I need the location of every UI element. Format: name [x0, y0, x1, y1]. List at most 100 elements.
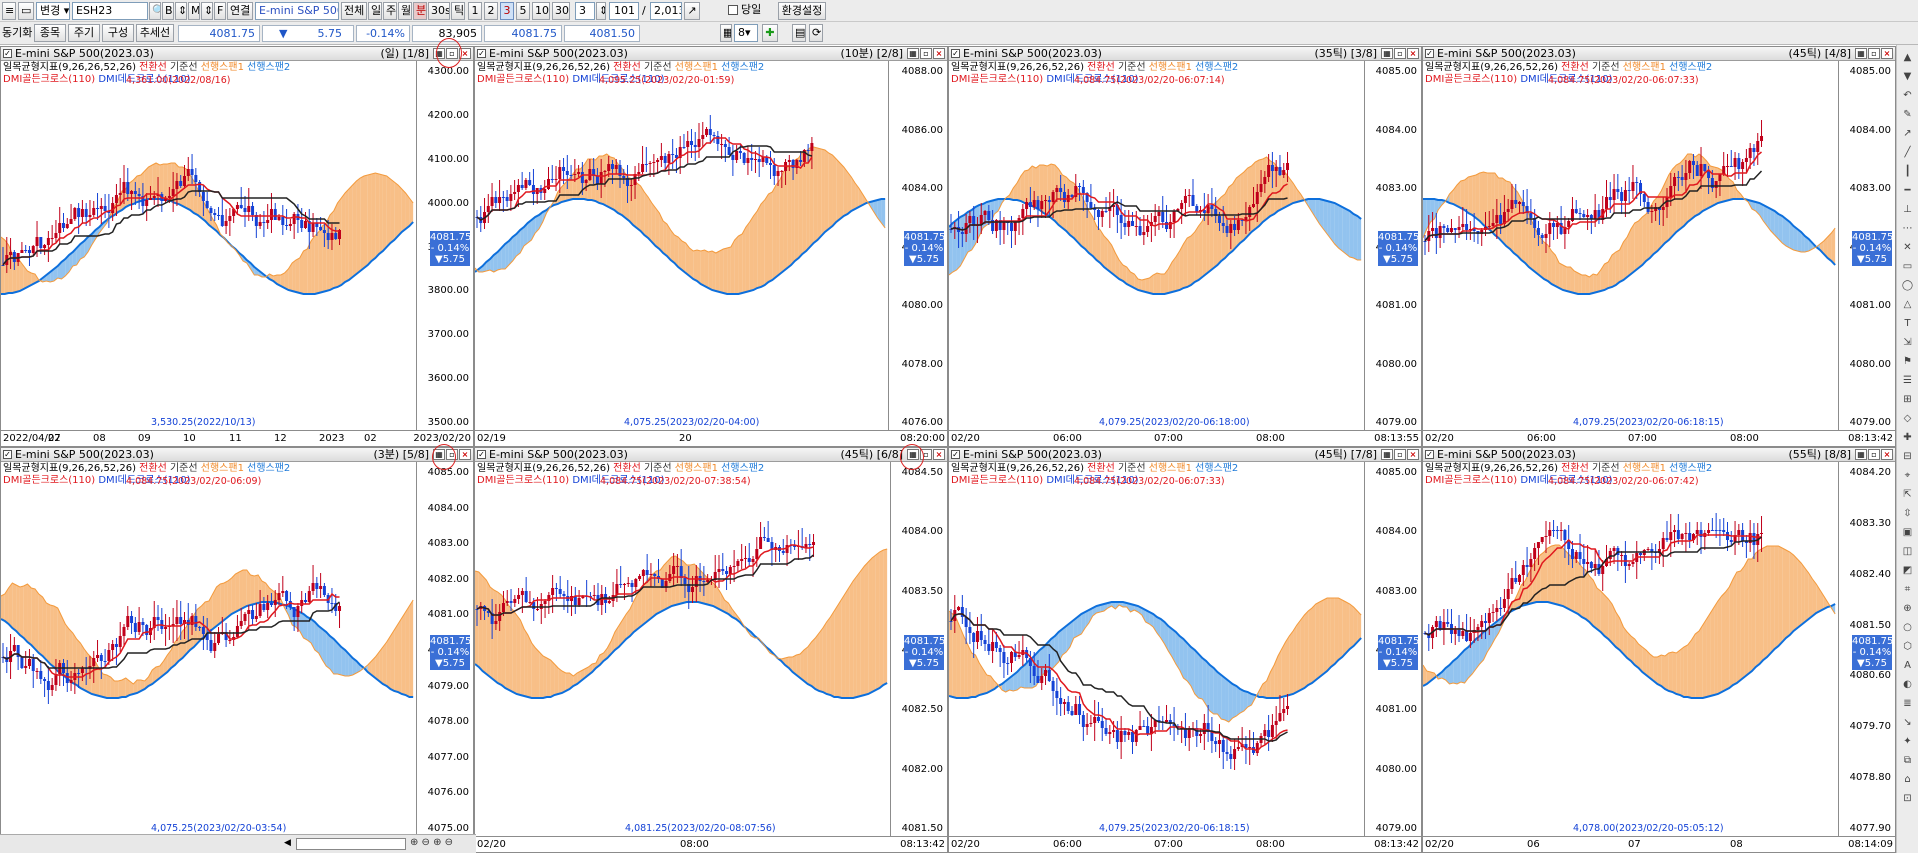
- tab-item[interactable]: 종목: [34, 24, 66, 42]
- panel-maximize-icon[interactable]: ▦: [1855, 449, 1867, 460]
- panel-checkbox[interactable]: ✓: [477, 49, 486, 58]
- chart-panel-2[interactable]: ✓ E-mini S&P 500(2023.03) (10분) [2/8] ▦ …: [474, 46, 948, 447]
- panel-title-bar[interactable]: ✓ E-mini S&P 500(2023.03) (45틱) [7/8] ▦ …: [949, 448, 1421, 462]
- today-checkbox[interactable]: 당일: [728, 2, 761, 18]
- draw-tool-icon[interactable]: ⇱: [1903, 489, 1912, 500]
- connect-button[interactable]: 연결: [227, 2, 253, 20]
- panel-close-icon[interactable]: ×: [1407, 48, 1419, 59]
- chart-panel-1[interactable]: ✓ E-mini S&P 500(2023.03) (일) [1/8] ▦ ▫ …: [0, 46, 474, 447]
- n10-button[interactable]: 10: [532, 2, 550, 20]
- draw-tool-icon[interactable]: △: [1903, 299, 1912, 310]
- graph-icon[interactable]: ↗: [684, 2, 700, 20]
- draw-tool-icon[interactable]: ⊡: [1903, 793, 1912, 804]
- tab-trendline[interactable]: 추세선: [136, 24, 174, 42]
- panel-restore-icon[interactable]: ▫: [1394, 449, 1406, 460]
- panel-maximize-icon[interactable]: ▦: [1381, 48, 1393, 59]
- bold-b-button[interactable]: B: [162, 2, 174, 20]
- draw-tool-icon[interactable]: ⇲: [1903, 337, 1912, 348]
- panel-title-bar[interactable]: ✓ E-mini S&P 500(2023.03) (3분) [5/8] ▦ ▫…: [1, 448, 473, 462]
- draw-tool-icon[interactable]: ◫: [1902, 546, 1913, 557]
- interval-spin-icon[interactable]: ⇕: [596, 2, 606, 20]
- panel-maximize-icon[interactable]: ▦: [1855, 48, 1867, 59]
- period-all-button[interactable]: 전체: [341, 2, 367, 20]
- panel-close-icon[interactable]: ×: [1881, 48, 1893, 59]
- tab-composition[interactable]: 구성: [102, 24, 134, 42]
- period-tick-button[interactable]: 틱: [451, 2, 465, 20]
- n30-button[interactable]: 30: [552, 2, 570, 20]
- menu-icon[interactable]: ≡: [2, 2, 16, 20]
- draw-tool-icon[interactable]: ⬡: [1903, 641, 1912, 652]
- change-combo[interactable]: 변경 ▾: [36, 2, 70, 20]
- panel-maximize-icon[interactable]: ▦: [907, 48, 919, 59]
- draw-tool-icon[interactable]: ○: [1903, 622, 1912, 633]
- draw-tool-icon[interactable]: ⌗: [1904, 584, 1911, 595]
- chart-plot-area[interactable]: [475, 462, 891, 836]
- draw-tool-icon[interactable]: A: [1904, 660, 1911, 671]
- interval-input[interactable]: 3: [575, 2, 595, 20]
- chart-plot-area[interactable]: [949, 61, 1365, 430]
- draw-tool-icon[interactable]: ━: [1904, 185, 1911, 196]
- panel-maximize-icon[interactable]: ▦: [1381, 449, 1393, 460]
- period-min-button[interactable]: 분: [413, 2, 427, 20]
- up-down-icon-2[interactable]: ⇕: [201, 2, 213, 20]
- panel-title-bar[interactable]: ✓ E-mini S&P 500(2023.03) (10분) [2/8] ▦ …: [475, 47, 947, 61]
- panel-checkbox[interactable]: ✓: [477, 450, 486, 459]
- chart-panel-7[interactable]: ✓ E-mini S&P 500(2023.03) (45틱) [7/8] ▦ …: [948, 447, 1422, 853]
- panel-checkbox[interactable]: ✓: [1425, 450, 1434, 459]
- panel-restore-icon[interactable]: ▫: [1868, 449, 1880, 460]
- panel-close-icon[interactable]: ×: [459, 449, 471, 460]
- panel-checkbox[interactable]: ✓: [951, 450, 960, 459]
- symbol-input[interactable]: ESH23: [72, 2, 148, 20]
- chart-plot-area[interactable]: [949, 462, 1365, 836]
- search-icon[interactable]: 🔍: [149, 2, 161, 20]
- count-input[interactable]: 101: [609, 2, 639, 20]
- chart-plot-area[interactable]: [1423, 462, 1839, 836]
- panel-checkbox[interactable]: ✓: [3, 450, 12, 459]
- chart-panel-4[interactable]: ✓ E-mini S&P 500(2023.03) (45틱) [4/8] ▦ …: [1422, 46, 1896, 447]
- monitor-icon[interactable]: ▭: [18, 2, 34, 20]
- tab-cycle[interactable]: 주기: [68, 24, 100, 42]
- chart-plot-area[interactable]: [1, 61, 417, 430]
- draw-tool-icon[interactable]: ⚑: [1903, 356, 1912, 367]
- chart-panel-6[interactable]: ✓ E-mini S&P 500(2023.03) (45틱) [6/8] ▦ …: [474, 447, 948, 853]
- draw-tool-icon[interactable]: ⊞: [1903, 394, 1912, 405]
- panel-title-bar[interactable]: ✓ E-mini S&P 500(2023.03) (55틱) [8/8] ▦ …: [1423, 448, 1895, 462]
- draw-tool-icon[interactable]: ✦: [1903, 736, 1912, 747]
- scroll-track[interactable]: [296, 838, 406, 850]
- draw-tool-icon[interactable]: ↗: [1903, 128, 1912, 139]
- panel-close-icon[interactable]: ×: [933, 48, 945, 59]
- draw-tool-icon[interactable]: ✕: [1903, 242, 1912, 253]
- draw-tool-icon[interactable]: T: [1904, 318, 1911, 329]
- draw-tool-icon[interactable]: ◯: [1901, 280, 1914, 291]
- draw-tool-icon[interactable]: ⊥: [1903, 204, 1912, 215]
- panel-close-icon[interactable]: ×: [1881, 449, 1893, 460]
- n5-button[interactable]: 5: [516, 2, 530, 20]
- draw-tool-icon[interactable]: ⌂: [1904, 774, 1911, 785]
- panel-checkbox[interactable]: ✓: [1425, 49, 1434, 58]
- draw-tool-icon[interactable]: ◩: [1902, 565, 1913, 576]
- chart-plot-area[interactable]: [1423, 61, 1839, 430]
- panel-close-icon[interactable]: ×: [933, 449, 945, 460]
- bottom-scrollbar[interactable]: ◀ ⊕ ⊖ ⊕ ⊖: [0, 834, 476, 853]
- draw-tool-icon[interactable]: ◐: [1903, 679, 1912, 690]
- panel-title-bar[interactable]: ✓ E-mini S&P 500(2023.03) (35틱) [3/8] ▦ …: [949, 47, 1421, 61]
- draw-tool-icon[interactable]: ↶: [1903, 90, 1912, 101]
- draw-tool-icon[interactable]: ▣: [1902, 527, 1913, 538]
- draw-tool-icon[interactable]: ╱: [1904, 147, 1911, 158]
- period-day-button[interactable]: 일: [368, 2, 382, 20]
- scroll-left-icon[interactable]: ◀: [284, 838, 291, 848]
- draw-tool-icon[interactable]: ▭: [1902, 261, 1913, 272]
- f-button[interactable]: F: [214, 2, 226, 20]
- draw-tool-icon[interactable]: ✚: [1903, 432, 1912, 443]
- panel-close-icon[interactable]: ×: [1407, 449, 1419, 460]
- draw-tool-icon[interactable]: ⊕: [1903, 603, 1912, 614]
- draw-tool-icon[interactable]: ⋯: [1902, 223, 1913, 234]
- refresh-icon[interactable]: ⟳: [809, 24, 823, 42]
- draw-tool-icon[interactable]: ⇳: [1903, 508, 1912, 519]
- draw-tool-icon[interactable]: ≣: [1903, 698, 1912, 709]
- up-down-icon[interactable]: ⇕: [175, 2, 187, 20]
- chart-panel-5[interactable]: ✓ E-mini S&P 500(2023.03) (3분) [5/8] ▦ ▫…: [0, 447, 474, 853]
- draw-tool-icon[interactable]: ⊟: [1903, 451, 1912, 462]
- draw-tool-icon[interactable]: ▼: [1903, 71, 1912, 82]
- panel-title-bar[interactable]: ✓ E-mini S&P 500(2023.03) (45틱) [4/8] ▦ …: [1423, 47, 1895, 61]
